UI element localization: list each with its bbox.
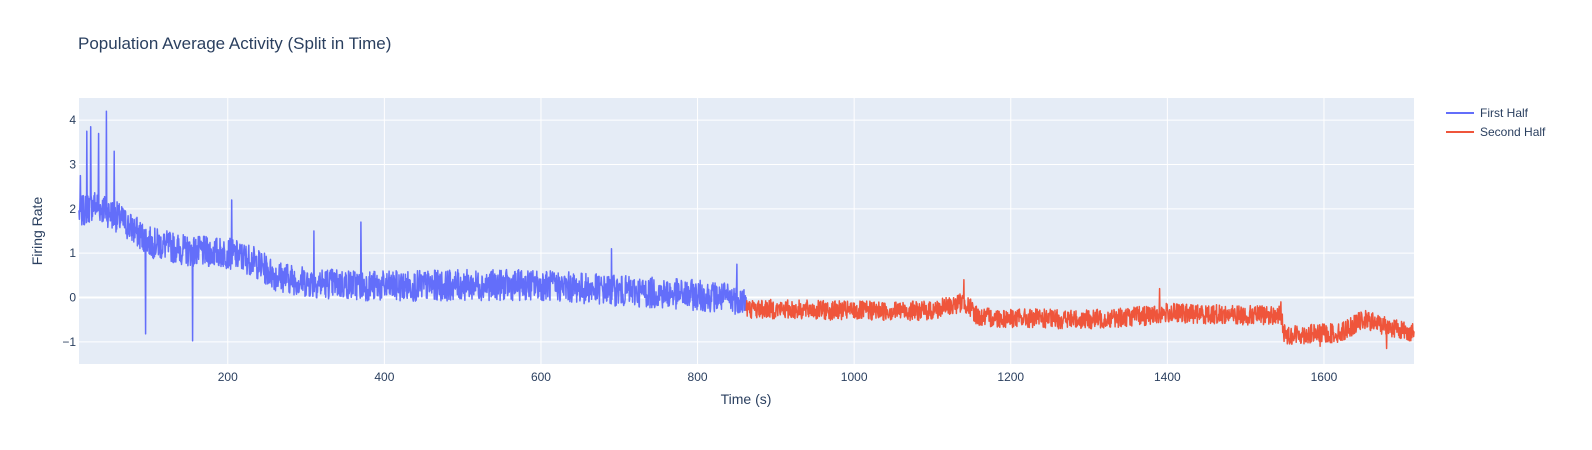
- x-tick-label: 800: [688, 370, 708, 384]
- series-layer: [78, 110, 1415, 350]
- x-tick-label: 200: [218, 370, 238, 384]
- legend: First Half Second Half: [1446, 106, 1546, 139]
- y-tick-label: 3: [69, 158, 76, 172]
- x-tick-labels: 200 400 600 800 1000 1200 1400 1600: [218, 370, 1338, 384]
- x-tick-label: 1600: [1311, 370, 1338, 384]
- y-axis-title: Firing Rate: [29, 197, 45, 266]
- y-tick-label: 0: [69, 291, 76, 305]
- grid-lines: [79, 98, 1414, 364]
- x-tick-label: 1400: [1154, 370, 1181, 384]
- legend-label-second-half: Second Half: [1480, 125, 1546, 139]
- series-line-second-half[interactable]: [745, 279, 1415, 350]
- y-tick-label: 4: [69, 113, 76, 127]
- plot-area[interactable]: [79, 98, 1414, 364]
- y-tick-label: −1: [62, 335, 76, 349]
- legend-item-second-half[interactable]: Second Half: [1446, 125, 1546, 139]
- legend-label-first-half: First Half: [1480, 106, 1529, 120]
- x-tick-label: 400: [374, 370, 394, 384]
- legend-item-first-half[interactable]: First Half: [1446, 106, 1529, 120]
- y-tick-label: 2: [69, 202, 76, 216]
- x-tick-label: 600: [531, 370, 551, 384]
- x-tick-label: 1000: [841, 370, 868, 384]
- x-axis-title: Time (s): [721, 391, 772, 407]
- y-tick-labels: −1 0 1 2 3 4: [62, 113, 76, 349]
- y-tick-label: 1: [69, 246, 76, 260]
- chart-title: Population Average Activity (Split in Ti…: [78, 34, 391, 53]
- x-tick-label: 1200: [997, 370, 1024, 384]
- series-line-first-half[interactable]: [78, 110, 747, 342]
